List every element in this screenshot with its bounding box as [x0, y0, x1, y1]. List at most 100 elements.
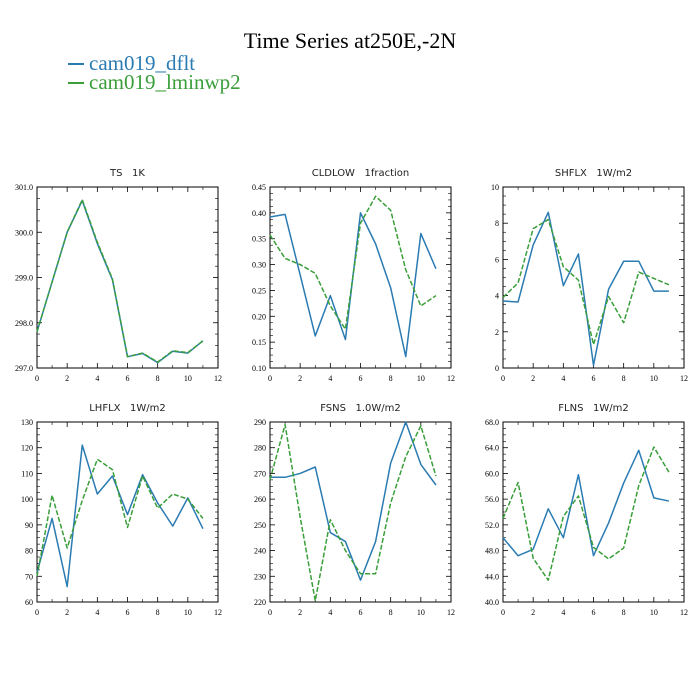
y-tick-label: 64.0 [485, 444, 499, 453]
x-tick-label: 10 [184, 374, 192, 383]
chart-frame-4 [269, 421, 452, 603]
y-tick-label: 6 [495, 255, 499, 264]
series-line-lminwp2 [269, 423, 437, 602]
x-tick-label: 4 [561, 374, 565, 383]
x-tick-label: 10 [650, 608, 658, 617]
chart-title-3: LHFLX 1W/m2 [89, 403, 166, 414]
x-tick-label: 10 [650, 374, 658, 383]
y-tick-label: 301.0 [15, 183, 33, 192]
x-tick-label: 8 [389, 608, 393, 617]
chart-panel-2: SHFLX 1W/m2 0 2 4 6 8 10 12 0 2 4 6 8 10 [491, 168, 688, 383]
x-tick-label: 0 [35, 608, 39, 617]
y-tick-label: 280 [254, 444, 266, 453]
y-tick-label: 60.0 [485, 469, 499, 478]
x-tick-label: 2 [531, 374, 535, 383]
y-tick-label: 52.0 [485, 521, 499, 530]
x-tick-label: 8 [389, 374, 393, 383]
y-tick-label: 240 [254, 547, 266, 556]
x-tick-label: 2 [65, 374, 69, 383]
y-tick-label: 230 [254, 572, 266, 581]
x-tick-label: 2 [298, 608, 302, 617]
x-tick-label: 12 [214, 608, 222, 617]
y-tick-label: 110 [21, 469, 33, 478]
y-tick-label: 2 [495, 328, 499, 337]
x-tick-label: 4 [95, 608, 99, 617]
series-line-lminwp2 [36, 198, 204, 363]
chart-panel-0: TS 1K 0 2 4 6 8 10 12 297.0 298.0 299.0 300.0 301.0 [15, 168, 222, 383]
x-tick-label: 12 [447, 608, 455, 617]
y-tick-label: 56.0 [485, 495, 499, 504]
x-tick-label: 6 [126, 374, 130, 383]
x-tick-label: 6 [592, 374, 596, 383]
x-tick-label: 10 [184, 608, 192, 617]
x-tick-label: 2 [531, 608, 535, 617]
chart-frame-5 [502, 421, 685, 603]
x-tick-label: 8 [156, 608, 160, 617]
x-tick-label: 8 [622, 608, 626, 617]
y-tick-label: 100 [21, 495, 33, 504]
y-tick-label: 70 [25, 572, 33, 581]
y-tick-label: 0 [495, 364, 499, 373]
legend-swatch-lminwp2 [68, 82, 84, 85]
y-tick-label: 40.0 [485, 598, 499, 607]
legend-item-dflt: cam019_dflt [68, 52, 195, 74]
y-tick-label: 44.0 [485, 572, 499, 581]
series-line-lminwp2 [502, 218, 670, 346]
y-tick-label: 250 [254, 521, 266, 530]
x-tick-label: 4 [328, 608, 332, 617]
legend-label-lminwp2: cam019_lminwp2 [89, 70, 241, 94]
series-line-lminwp2 [502, 446, 670, 581]
legend-swatch-dflt [68, 63, 84, 66]
y-tick-label: 8 [495, 219, 499, 228]
y-tick-label: 260 [254, 495, 266, 504]
x-tick-label: 2 [298, 374, 302, 383]
x-tick-label: 12 [680, 608, 688, 617]
legend-label-dflt: cam019_dflt [89, 51, 196, 75]
x-tick-label: 8 [622, 374, 626, 383]
chart-frame-2 [502, 186, 685, 369]
y-tick-label: 0.30 [252, 261, 266, 270]
series-line-dflt [502, 211, 669, 367]
series-line-dflt [502, 449, 670, 557]
chart-title-4: FSNS 1.0W/m2 [320, 403, 401, 414]
chart-panel-5: FLNS 1W/m2 0 2 4 6 8 10 12 40.0 44.0 48.0 52.0 56.0 6… [485, 403, 688, 617]
series-line-lminwp2 [36, 458, 204, 577]
chart-title-1: CLDLOW 1fraction [312, 168, 410, 179]
x-tick-label: 0 [501, 608, 505, 617]
series-line-dflt [36, 444, 204, 588]
chart-title-2: SHFLX 1W/m2 [555, 168, 632, 179]
x-tick-label: 6 [359, 374, 363, 383]
x-tick-label: 0 [35, 374, 39, 383]
chart-panel-1: CLDLOW 1fraction 0 2 4 6 8 10 12 0.10 0.15 0.20 0.2… [252, 168, 455, 383]
y-tick-label: 4 [495, 292, 499, 301]
y-tick-label: 270 [254, 469, 266, 478]
y-tick-label: 0.25 [252, 286, 266, 295]
x-tick-label: 12 [680, 374, 688, 383]
y-tick-label: 220 [254, 598, 266, 607]
x-tick-label: 12 [214, 374, 222, 383]
x-tick-label: 0 [268, 374, 272, 383]
x-tick-label: 2 [65, 608, 69, 617]
x-tick-label: 4 [561, 608, 565, 617]
y-tick-label: 130 [21, 418, 33, 427]
y-tick-label: 297.0 [15, 364, 33, 373]
chart-title-5: FLNS 1W/m2 [558, 403, 628, 414]
page-title: Time Series at250E,-2N [243, 28, 457, 53]
x-tick-label: 12 [447, 374, 455, 383]
y-tick-label: 0.35 [252, 235, 266, 244]
series-line-lminwp2 [269, 195, 437, 330]
chart-frame-0 [36, 186, 219, 369]
y-tick-label: 120 [21, 444, 33, 453]
chart-title-0: TS 1K [109, 168, 145, 179]
legend-item-lminwp2: cam019_lminwp2 [68, 71, 241, 93]
x-tick-label: 6 [126, 608, 130, 617]
y-tick-label: 299.0 [15, 274, 33, 283]
y-tick-label: 0.10 [252, 364, 266, 373]
y-tick-label: 48.0 [485, 547, 499, 556]
x-tick-label: 8 [156, 374, 160, 383]
x-tick-label: 10 [417, 608, 425, 617]
x-tick-label: 4 [95, 374, 99, 383]
x-tick-label: 4 [328, 374, 332, 383]
series-line-dflt [269, 212, 437, 358]
